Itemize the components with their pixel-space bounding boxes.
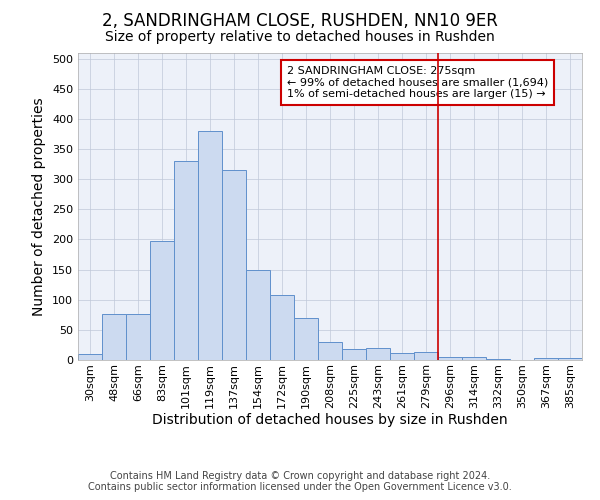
Bar <box>222 170 246 360</box>
Bar <box>126 314 150 360</box>
Bar <box>414 352 438 360</box>
Bar <box>318 342 342 360</box>
Bar <box>534 358 558 360</box>
Text: 2 SANDRINGHAM CLOSE: 275sqm
← 99% of detached houses are smaller (1,694)
1% of s: 2 SANDRINGHAM CLOSE: 275sqm ← 99% of det… <box>287 66 548 99</box>
Bar <box>102 314 126 360</box>
Bar <box>342 349 366 360</box>
Bar <box>558 358 582 360</box>
Bar <box>198 131 222 360</box>
Bar <box>174 161 198 360</box>
Bar <box>78 354 102 360</box>
Bar <box>438 357 462 360</box>
Bar <box>246 270 270 360</box>
Text: Contains HM Land Registry data © Crown copyright and database right 2024.
Contai: Contains HM Land Registry data © Crown c… <box>88 471 512 492</box>
Y-axis label: Number of detached properties: Number of detached properties <box>32 97 46 316</box>
X-axis label: Distribution of detached houses by size in Rushden: Distribution of detached houses by size … <box>152 414 508 428</box>
Bar <box>150 240 174 360</box>
Text: 2, SANDRINGHAM CLOSE, RUSHDEN, NN10 9ER: 2, SANDRINGHAM CLOSE, RUSHDEN, NN10 9ER <box>102 12 498 30</box>
Text: Size of property relative to detached houses in Rushden: Size of property relative to detached ho… <box>105 30 495 44</box>
Bar <box>270 295 294 360</box>
Bar <box>462 357 486 360</box>
Bar <box>294 318 318 360</box>
Bar <box>366 348 390 360</box>
Bar <box>390 353 414 360</box>
